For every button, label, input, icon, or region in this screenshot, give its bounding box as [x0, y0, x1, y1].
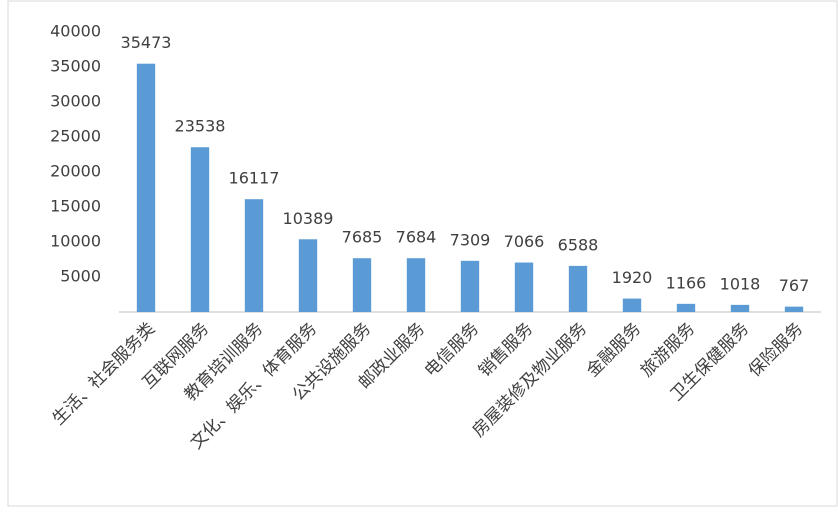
bar: [622, 298, 642, 312]
data-label: 1166: [666, 273, 707, 292]
y-tick-label: 25000: [50, 127, 101, 146]
y-tick-label: 35000: [50, 57, 101, 76]
data-label: 1018: [720, 274, 761, 293]
data-label: 10389: [283, 209, 334, 228]
data-label: 35473: [121, 33, 172, 52]
x-tick-label: 电信服务: [421, 319, 483, 381]
data-label: 7685: [342, 228, 383, 247]
bar: [406, 258, 426, 312]
bar: [190, 147, 210, 312]
bar: [784, 306, 804, 312]
x-tick-label: 保险服务: [745, 319, 807, 381]
y-tick-label: 15000: [50, 197, 101, 216]
data-label: 6588: [558, 235, 599, 254]
bar: [730, 304, 750, 312]
bar: [352, 258, 372, 312]
bar: [460, 260, 480, 312]
y-tick-label: 30000: [50, 92, 101, 111]
data-label: 7684: [396, 228, 437, 247]
bar: [136, 63, 156, 313]
data-label: 1920: [612, 268, 653, 287]
y-tick-label: 10000: [50, 232, 101, 251]
chart-frame: [7, 0, 838, 507]
data-label: 7309: [450, 230, 491, 249]
bar: [568, 265, 588, 312]
data-label: 16117: [229, 169, 280, 188]
data-label: 7066: [504, 232, 545, 251]
y-tick-label: 40000: [50, 22, 101, 41]
bar: [676, 303, 696, 312]
x-tick-label: 金融服务: [583, 319, 645, 381]
y-tick-label: 20000: [50, 162, 101, 181]
y-tick-label: 5000: [60, 267, 101, 286]
data-label: 23538: [175, 117, 226, 136]
bar: [298, 239, 318, 312]
bar: [244, 199, 264, 312]
data-label: 767: [779, 276, 810, 295]
bar: [514, 262, 534, 312]
